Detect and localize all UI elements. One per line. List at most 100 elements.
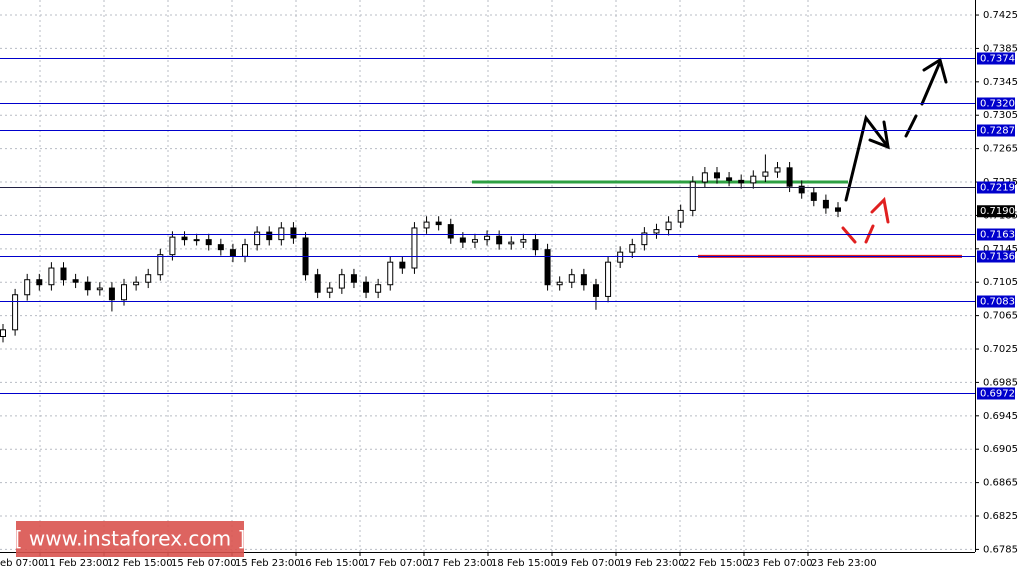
level-label: 0.7219 [980,183,1015,194]
level-label: 0.7136 [980,252,1015,263]
forecast-arrows [841,57,948,244]
y-tick-label: 0.6905 [983,444,1018,455]
candle-body [774,167,781,173]
x-tick-label: 12 Feb 15:00 [107,558,173,569]
candle-body [314,274,321,293]
candle-body [350,274,357,283]
forecast-arrow [844,114,890,202]
candle-body [496,235,503,245]
candle-body [508,241,515,245]
candle-body [471,239,478,243]
y-tick-label: 0.6985 [983,377,1018,388]
candle-body [484,235,491,241]
candle-body [290,227,297,239]
candle-body [459,237,466,243]
candle-body [217,244,224,251]
x-tick-label: 23 Feb 23:00 [811,558,877,569]
candle-body [375,284,382,293]
candle-body [96,287,103,291]
level-label-box [977,295,1015,308]
x-tick-label: 19 Feb 07:00 [555,558,621,569]
candle-body [338,274,345,289]
candle-body [762,171,769,177]
candle-body [60,267,67,281]
candle-body [835,207,841,212]
candle-body [48,267,55,286]
x-tick-label: 17 Feb 23:00 [427,558,493,569]
x-tick-label: 22 Feb 15:00 [683,558,749,569]
candle-body [520,239,527,243]
current-price-label: 0.7190 [980,206,1015,217]
candle-body [193,239,200,242]
current-price-box [977,205,1015,218]
candle-body [532,239,539,251]
level-label: 0.6972 [980,389,1015,400]
level-label: 0.7320 [980,99,1015,110]
level-label-box [977,250,1015,263]
candle-body [629,244,636,253]
candle-body [133,281,140,286]
candle-body [750,175,757,184]
candle-body [169,236,176,256]
y-tick-label: 0.7105 [983,277,1018,288]
candle-body [786,167,793,187]
candle-body [798,185,805,194]
candle-body [278,227,285,241]
y-tick-label: 0.6945 [983,411,1018,422]
x-tick-label: 23 Feb 07:00 [747,558,813,569]
y-tick-label: 0.7065 [983,311,1018,322]
forecast-arrow-head [870,196,890,224]
candle-body [181,236,188,241]
candle-body [108,287,115,301]
y-tick-label: 0.6785 [983,544,1018,555]
forecast-arrow [920,60,942,106]
y-tick-label: 0.7425 [983,10,1018,21]
watermark: [ www.instaforex.com ] [15,527,246,551]
candle-body [689,181,696,211]
x-tick-label: 11 Feb 23:00 [43,558,109,569]
candle-body [266,231,273,241]
y-tick-label: 0.7265 [983,144,1018,155]
candle-body [435,221,442,226]
x-tick-label: eb 07:00 [0,558,45,569]
candle-body [738,179,745,184]
x-tick-label: 19 Feb 23:00 [619,558,685,569]
candle-body [713,172,720,179]
candle-body [254,231,261,246]
candle-body [84,281,91,291]
level-label-box [977,181,1015,194]
candle-body [423,221,430,229]
y-tick-label: 0.6825 [983,511,1018,522]
y-tick-label: 0.7145 [983,244,1018,255]
level-label-box [977,228,1015,241]
candle-body [387,261,394,286]
candle-body [363,281,370,293]
candle-body [399,261,406,269]
x-tick-label: 15 Feb 23:00 [235,558,301,569]
level-label: 0.7083 [980,297,1015,308]
candle-body [556,281,563,286]
candle-body [605,261,612,297]
candle-body [326,287,333,293]
candle-body [726,177,733,181]
candle-body [822,199,829,209]
candle-body [810,192,817,201]
x-tick-label: 18 Feb 15:00 [491,558,557,569]
candle-body [12,294,19,331]
x-tick-label: 16 Feb 15:00 [299,558,365,569]
x-tick-label: 17 Feb 07:00 [363,558,429,569]
level-label: 0.7374 [980,54,1015,65]
level-label-box [977,387,1015,400]
y-tick-label: 0.7345 [983,77,1018,88]
forecast-arrow-head [922,57,948,84]
candle-body [641,232,648,246]
level-label-box [977,97,1015,110]
candle-body [36,279,43,286]
candle-body [121,284,128,301]
level-label: 0.7287 [980,126,1015,137]
y-tick-label: 0.7305 [983,110,1018,121]
candle-body [24,279,31,296]
